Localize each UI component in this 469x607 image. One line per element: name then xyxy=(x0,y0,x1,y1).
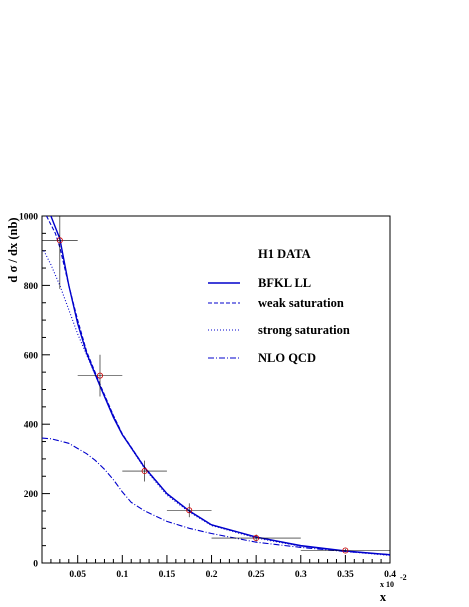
y-tick-label: 800 xyxy=(24,282,39,292)
y-tick-label: 1000 xyxy=(19,213,38,223)
curve-dashdot xyxy=(42,437,390,556)
y-tick-label: 600 xyxy=(24,351,39,361)
x-tick-label: 0.3 xyxy=(295,570,307,580)
data-point xyxy=(300,547,390,554)
x-tick-label: 0.2 xyxy=(206,570,218,580)
data-marker xyxy=(97,372,104,379)
legend-label: NLO QCD xyxy=(258,351,316,365)
model-curves xyxy=(42,216,390,556)
x-axis-multiplier-exponent: -2 xyxy=(400,573,407,582)
legend-label: strong saturation xyxy=(258,323,350,337)
data-marker xyxy=(342,547,349,554)
data-point xyxy=(122,460,167,482)
data-marker xyxy=(186,507,193,514)
y-tick-label: 400 xyxy=(24,421,39,431)
data-marker xyxy=(56,237,63,244)
x-tick-label: 0.15 xyxy=(159,570,176,580)
data-marker xyxy=(141,468,148,475)
y-axis-ticks: 0 200 400 600 800 1000 xyxy=(19,213,50,570)
x-axis-ticks: 0.05 0.1 0.15 0.2 0.25 0.3 0.35 0.4 xyxy=(41,555,396,580)
x-tick-label: 0.05 xyxy=(69,570,86,580)
y-tick-label: 200 xyxy=(24,490,39,500)
x-tick-label: 0.25 xyxy=(248,570,265,580)
plot-frame xyxy=(41,215,391,564)
legend: H1 DATA BFKL LL weak saturation strong satu… xyxy=(208,247,350,365)
data-point xyxy=(77,354,123,397)
legend-label: BFKL LL xyxy=(258,276,311,290)
data-point xyxy=(211,534,301,542)
legend-label: weak saturation xyxy=(258,296,344,310)
legend-label: H1 DATA xyxy=(258,247,311,261)
x-tick-label: 0.4 xyxy=(384,570,396,580)
x-tick-label: 0.1 xyxy=(116,570,128,580)
y-axis-title: d σ / dx (nb) xyxy=(6,217,20,282)
data-points xyxy=(42,216,390,554)
data-point xyxy=(166,503,212,518)
curve-solid xyxy=(50,216,390,556)
y-tick-label: 0 xyxy=(33,560,38,570)
curve-dashed xyxy=(46,216,390,556)
x-tick-label: 0.35 xyxy=(337,570,354,580)
curve-dotted xyxy=(43,250,390,556)
data-point xyxy=(42,216,78,289)
data-marker xyxy=(253,535,260,542)
x-axis-title: x xyxy=(380,590,387,604)
x-axis-multiplier: x 10 xyxy=(380,580,394,589)
